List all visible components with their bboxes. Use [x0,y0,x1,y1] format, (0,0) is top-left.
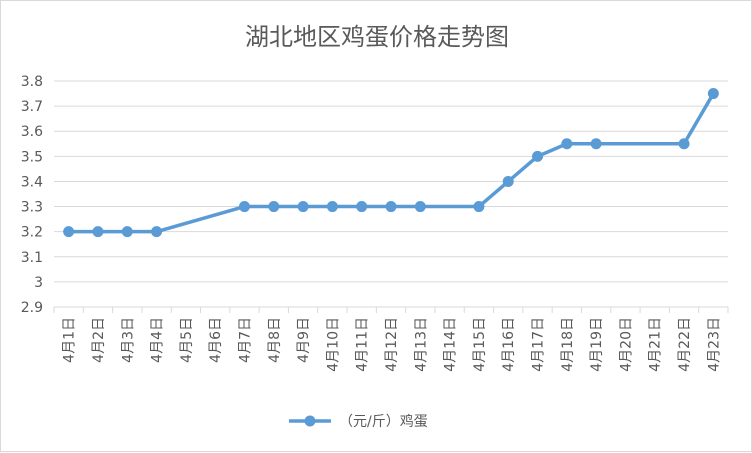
x-tick-label: 4月15日 [472,317,488,372]
x-tick-label: 4月9日 [296,317,312,363]
x-tick-label: 4月1日 [62,317,78,363]
y-tick-label: 3.6 [21,124,43,140]
data-point-marker [561,138,573,150]
y-tick-label: 3.3 [21,200,43,216]
x-tick-label: 4月10日 [325,317,341,372]
y-axis-tick-labels: 2.9 3 3.1 3.2 3.3 3.4 3.5 3.6 3.7 3.8 [21,74,43,316]
y-tick-label: 3.5 [21,149,43,165]
legend-label: （元/斤）鸡蛋 [339,413,428,430]
chart-title: 湖北地区鸡蛋价格走势图 [245,23,509,51]
x-tick-label: 4月3日 [120,317,136,363]
data-point-marker [502,175,514,187]
gridlines [54,80,728,283]
x-tick-label: 4月19日 [589,317,605,372]
legend: （元/斤）鸡蛋 [289,413,428,430]
data-point-marker [678,138,690,150]
data-point-marker [326,201,338,213]
x-tick-label: 4月4日 [150,317,166,363]
y-tick-label: 3.1 [21,250,43,266]
y-tick-label: 3 [34,275,43,291]
x-tick-label: 4月17日 [531,317,547,372]
x-tick-label: 4月14日 [443,317,459,372]
x-tick-label: 4月13日 [413,317,429,372]
x-tick-label: 4月5日 [179,317,195,363]
x-tick-label: 4月16日 [501,317,517,372]
x-tick-label: 4月18日 [560,317,576,372]
data-point-marker [590,138,602,150]
y-tick-label: 3.4 [21,174,43,190]
y-tick-label: 2.9 [21,300,43,316]
data-point-marker [532,150,544,162]
data-point-marker [121,226,133,238]
data-point-marker [151,226,163,238]
data-point-marker [297,201,309,213]
x-tick-label: 4月20日 [618,317,634,372]
data-point-marker [268,201,280,213]
data-point-marker [414,201,426,213]
data-point-marker [92,226,104,238]
y-tick-label: 3.2 [21,225,43,241]
series-layer [63,88,719,238]
x-tick-label: 4月6日 [208,317,224,363]
x-tick-label: 4月7日 [237,317,253,363]
x-tick-label: 4月12日 [384,317,400,372]
x-axis-tick-labels: 4月1日 4月2日 4月3日 4月4日 4月5日 4月6日 4月7日 4月8日 4月9日 4月10… [62,317,723,372]
data-point-marker [707,88,719,100]
data-point-marker [385,201,397,213]
y-tick-label: 3.7 [21,99,43,115]
x-axis [53,306,729,313]
data-point-marker [473,201,485,213]
data-point-marker [238,201,250,213]
data-point-marker [63,226,75,238]
x-tick-label: 4月11日 [355,317,371,372]
x-tick-label: 4月22日 [677,317,693,372]
x-tick-label: 4月2日 [91,317,107,363]
legend-marker-swatch [304,415,316,427]
x-tick-label: 4月8日 [267,317,283,363]
data-point-marker [356,201,368,213]
y-tick-label: 3.8 [21,74,43,90]
x-tick-label: 4月21日 [648,317,664,372]
x-tick-label: 4月23日 [706,317,722,372]
